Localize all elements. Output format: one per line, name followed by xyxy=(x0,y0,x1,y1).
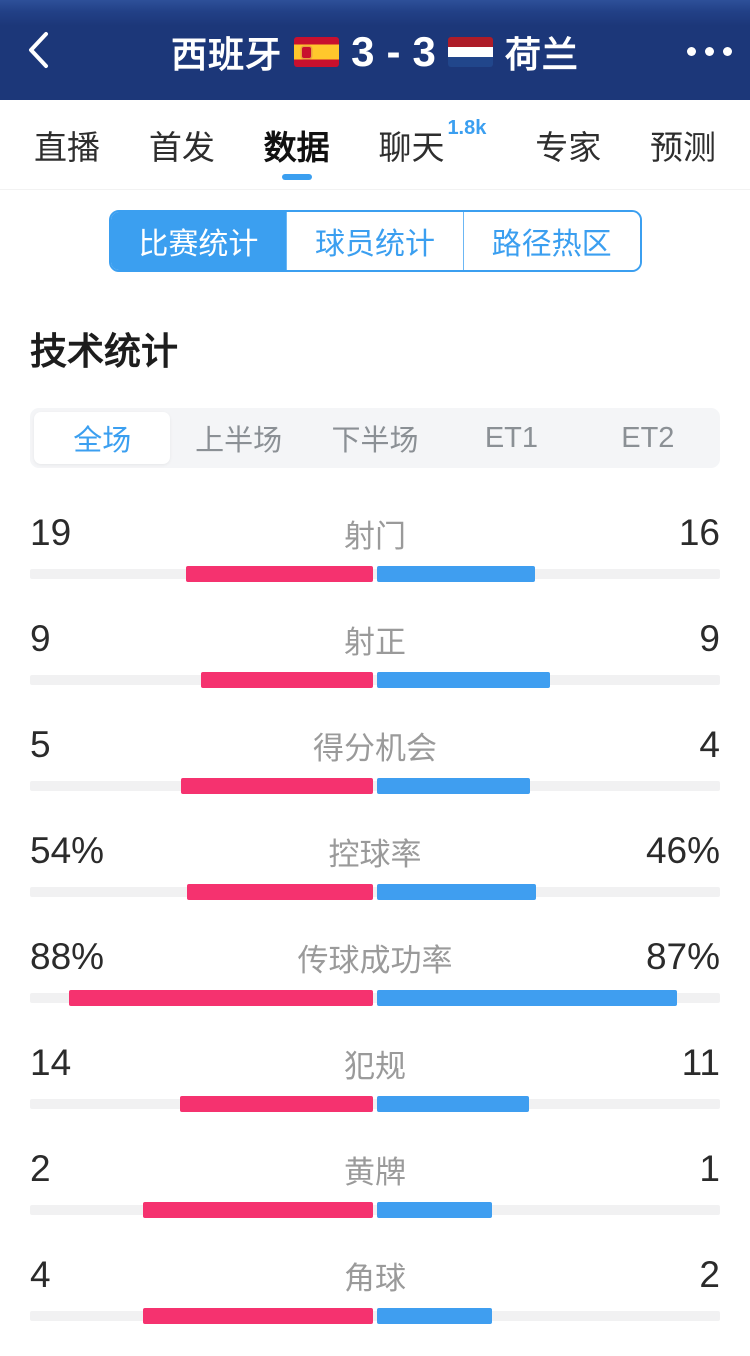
bar-track xyxy=(30,1311,720,1321)
home-bar xyxy=(143,1202,373,1218)
spain-flag-icon xyxy=(294,37,340,67)
tab-expert[interactable]: 专家 xyxy=(535,128,602,166)
away-bar xyxy=(377,672,550,688)
home-value: 88% xyxy=(30,936,105,977)
away-bar xyxy=(377,1308,492,1324)
away-team-name: 荷兰 xyxy=(504,34,579,75)
tab-prediction[interactable]: 预测 xyxy=(650,128,716,166)
bar-track xyxy=(30,887,720,897)
stat-label: 黄牌 xyxy=(344,1154,406,1190)
home-bar xyxy=(179,1096,373,1112)
tab-data[interactable]: 数据 xyxy=(264,100,330,190)
period-tab-bar: 全场 上半场 下半场 ET1 ET2 xyxy=(30,408,720,468)
more-button[interactable] xyxy=(687,36,732,66)
period-first-half[interactable]: 上半场 xyxy=(195,425,283,457)
chevron-left-icon xyxy=(25,29,51,76)
home-team-name: 西班牙 xyxy=(171,34,283,75)
stat-label: 角球 xyxy=(344,1260,406,1296)
home-bar xyxy=(200,672,373,688)
segment-heatmap[interactable]: 路径热区 xyxy=(462,212,640,270)
bar-track xyxy=(30,569,720,579)
tab-live[interactable]: 直播 xyxy=(34,128,100,166)
away-value: 16 xyxy=(678,512,720,553)
stat-row-yellow-cards: 2 黄牌 1 xyxy=(0,1148,750,1218)
more-ellipsis-icon xyxy=(687,46,696,56)
stat-label: 得分机会 xyxy=(313,730,437,766)
away-bar xyxy=(377,566,535,582)
section-title: 技术统计 xyxy=(30,331,178,372)
stat-row-shots-on-target: 9 射正 9 xyxy=(0,618,750,688)
chat-count-badge: 1.8k xyxy=(447,117,487,139)
away-value: 9 xyxy=(699,618,720,659)
stat-row-corners: 4 角球 2 xyxy=(0,1254,750,1324)
away-value: 4 xyxy=(699,724,720,765)
home-bar xyxy=(185,566,373,582)
bar-track xyxy=(30,675,720,685)
active-tab-indicator xyxy=(281,173,312,180)
stat-row-shots: 19 射门 16 xyxy=(0,512,750,582)
stat-label: 犯规 xyxy=(344,1048,406,1084)
home-bar xyxy=(143,1308,373,1324)
away-value: 1 xyxy=(699,1148,720,1189)
stat-row-big-chances: 5 得分机会 4 xyxy=(0,724,750,794)
period-et2[interactable]: ET2 xyxy=(621,421,675,454)
away-bar xyxy=(377,1202,492,1218)
stat-label: 射门 xyxy=(344,518,406,554)
score-separator: - xyxy=(386,28,401,75)
stat-row-fouls: 14 犯规 11 xyxy=(0,1042,750,1112)
tab-chat[interactable]: 聊天 1.8k xyxy=(378,117,487,166)
stats-segmented-control: 比赛统计 球员统计 路径热区 xyxy=(108,210,642,272)
stat-label: 射正 xyxy=(344,624,406,660)
home-bar xyxy=(186,884,373,900)
home-value: 14 xyxy=(30,1042,72,1083)
bar-track xyxy=(30,1205,720,1215)
bar-track xyxy=(30,993,720,1003)
stat-label: 控球率 xyxy=(328,836,422,872)
period-second-half[interactable]: 下半场 xyxy=(331,425,419,457)
home-score: 3 xyxy=(351,28,375,75)
away-value: 2 xyxy=(699,1254,720,1295)
away-value: 46% xyxy=(645,830,720,871)
stat-row-pass-accuracy: 88% 传球成功率 87% xyxy=(0,936,750,1006)
match-header: 西班牙 3 - 3 荷兰 xyxy=(0,0,750,100)
home-value: 9 xyxy=(30,618,51,659)
nav-tab-bar: 直播 首发 数据 聊天 1.8k 专家 预测 xyxy=(0,100,750,190)
segment-match-stats[interactable]: 比赛统计 xyxy=(110,212,287,270)
away-value: 87% xyxy=(645,936,720,977)
bar-track xyxy=(30,781,720,791)
netherlands-flag-icon xyxy=(447,37,493,67)
period-et1[interactable]: ET1 xyxy=(484,421,539,454)
away-bar xyxy=(377,884,536,900)
tab-lineup[interactable]: 首发 xyxy=(148,128,215,166)
stat-row-possession: 54% 控球率 46% xyxy=(0,830,750,900)
stats-list: 19 射门 16 9 射正 9 5 得分机会 4 54% 控球率 xyxy=(0,468,750,1324)
bar-track xyxy=(30,1099,720,1109)
away-bar xyxy=(377,778,531,794)
home-value: 54% xyxy=(30,830,105,871)
home-value: 19 xyxy=(30,512,72,553)
home-value: 2 xyxy=(30,1148,51,1189)
home-value: 4 xyxy=(30,1254,51,1295)
home-bar xyxy=(69,990,373,1006)
match-title: 西班牙 3 - 3 荷兰 xyxy=(171,26,579,78)
back-button[interactable] xyxy=(16,28,60,76)
away-bar xyxy=(377,1096,529,1112)
period-full-match[interactable]: 全场 xyxy=(34,412,171,464)
away-value: 11 xyxy=(681,1042,720,1083)
away-score: 3 xyxy=(412,28,436,75)
away-bar xyxy=(377,990,678,1006)
segment-player-stats[interactable]: 球员统计 xyxy=(286,212,463,270)
home-bar xyxy=(181,778,373,794)
stat-label: 传球成功率 xyxy=(297,942,453,978)
home-value: 5 xyxy=(30,724,51,765)
match-score: 3 - 3 xyxy=(351,28,436,76)
